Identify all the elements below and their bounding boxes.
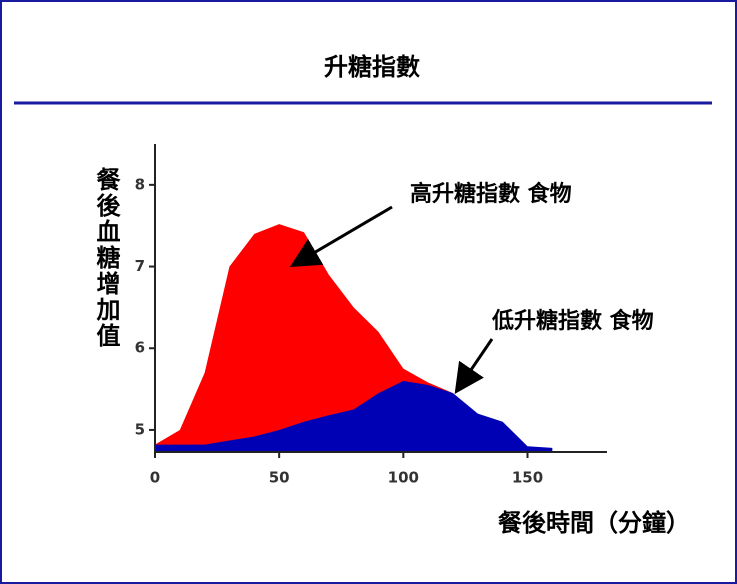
y-tick-label: 8 (135, 175, 145, 193)
annotation-arrow (289, 205, 393, 268)
y-axis-label: 餐後血糖增加值 (92, 167, 120, 349)
chart-title: 升糖指數 (324, 53, 420, 81)
x-tick-label: 100 (388, 469, 419, 487)
annotation: 高升糖指數 食物 (410, 181, 572, 207)
area (155, 380, 553, 452)
annotation-arrow (454, 338, 494, 394)
y-tick-label: 5 (135, 420, 145, 438)
x-tick-label: 50 (269, 469, 290, 487)
y-tick-label: 6 (135, 339, 145, 357)
x-axis-label: 餐後時間（分鐘） (498, 509, 690, 537)
x-tick-label: 150 (512, 469, 543, 487)
x-tick-label: 0 (150, 469, 160, 487)
annotation: 低升糖指數 食物 (491, 308, 654, 334)
y-tick-label: 7 (135, 257, 145, 275)
